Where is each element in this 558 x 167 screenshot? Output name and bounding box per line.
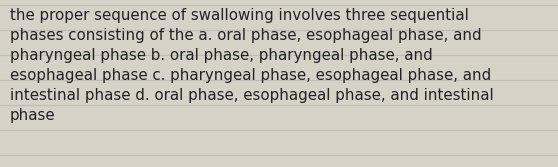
Text: the proper sequence of swallowing involves three sequential
phases consisting of: the proper sequence of swallowing involv… [10,8,494,123]
